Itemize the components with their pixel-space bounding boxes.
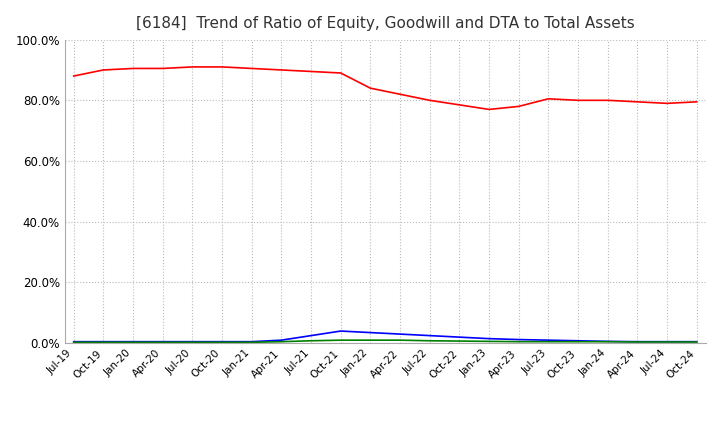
Equity <box>426 98 434 103</box>
Deferred Tax Assets <box>662 339 671 345</box>
Goodwill <box>544 337 553 343</box>
Goodwill <box>366 330 374 335</box>
Deferred Tax Assets <box>485 339 493 344</box>
Deferred Tax Assets <box>426 338 434 343</box>
Equity <box>336 70 345 76</box>
Deferred Tax Assets <box>396 337 405 343</box>
Deferred Tax Assets <box>455 338 464 344</box>
Deferred Tax Assets <box>603 339 612 345</box>
Deferred Tax Assets <box>514 339 523 345</box>
Goodwill <box>693 339 701 345</box>
Title: [6184]  Trend of Ratio of Equity, Goodwill and DTA to Total Assets: [6184] Trend of Ratio of Equity, Goodwil… <box>136 16 634 32</box>
Equity <box>307 69 315 74</box>
Goodwill <box>455 334 464 340</box>
Equity <box>574 98 582 103</box>
Equity <box>129 66 138 71</box>
Goodwill <box>248 339 256 345</box>
Goodwill <box>633 339 642 345</box>
Deferred Tax Assets <box>277 339 286 345</box>
Goodwill <box>336 328 345 334</box>
Equity <box>633 99 642 104</box>
Deferred Tax Assets <box>366 337 374 343</box>
Deferred Tax Assets <box>633 339 642 345</box>
Equity <box>662 101 671 106</box>
Line: Goodwill: Goodwill <box>73 331 697 342</box>
Deferred Tax Assets <box>129 340 138 345</box>
Line: Deferred Tax Assets: Deferred Tax Assets <box>73 340 697 342</box>
Deferred Tax Assets <box>158 340 167 345</box>
Deferred Tax Assets <box>693 339 701 345</box>
Goodwill <box>277 337 286 343</box>
Goodwill <box>217 339 226 345</box>
Deferred Tax Assets <box>99 340 108 345</box>
Line: Equity: Equity <box>73 67 697 110</box>
Deferred Tax Assets <box>544 339 553 345</box>
Goodwill <box>307 333 315 338</box>
Deferred Tax Assets <box>217 340 226 345</box>
Goodwill <box>514 337 523 342</box>
Goodwill <box>574 338 582 343</box>
Equity <box>188 64 197 70</box>
Equity <box>277 67 286 73</box>
Equity <box>99 67 108 73</box>
Goodwill <box>99 339 108 345</box>
Equity <box>396 92 405 97</box>
Equity <box>217 64 226 70</box>
Goodwill <box>426 333 434 338</box>
Goodwill <box>603 339 612 344</box>
Deferred Tax Assets <box>574 339 582 345</box>
Equity <box>158 66 167 71</box>
Deferred Tax Assets <box>188 340 197 345</box>
Goodwill <box>485 336 493 341</box>
Goodwill <box>158 339 167 345</box>
Goodwill <box>396 331 405 337</box>
Deferred Tax Assets <box>307 338 315 343</box>
Goodwill <box>69 339 78 345</box>
Goodwill <box>662 339 671 345</box>
Equity <box>248 66 256 71</box>
Deferred Tax Assets <box>69 340 78 345</box>
Equity <box>455 102 464 107</box>
Equity <box>693 99 701 104</box>
Equity <box>514 104 523 109</box>
Goodwill <box>188 339 197 345</box>
Equity <box>485 107 493 112</box>
Equity <box>603 98 612 103</box>
Deferred Tax Assets <box>248 340 256 345</box>
Goodwill <box>129 339 138 345</box>
Equity <box>366 85 374 91</box>
Equity <box>544 96 553 102</box>
Equity <box>69 73 78 79</box>
Deferred Tax Assets <box>336 337 345 343</box>
